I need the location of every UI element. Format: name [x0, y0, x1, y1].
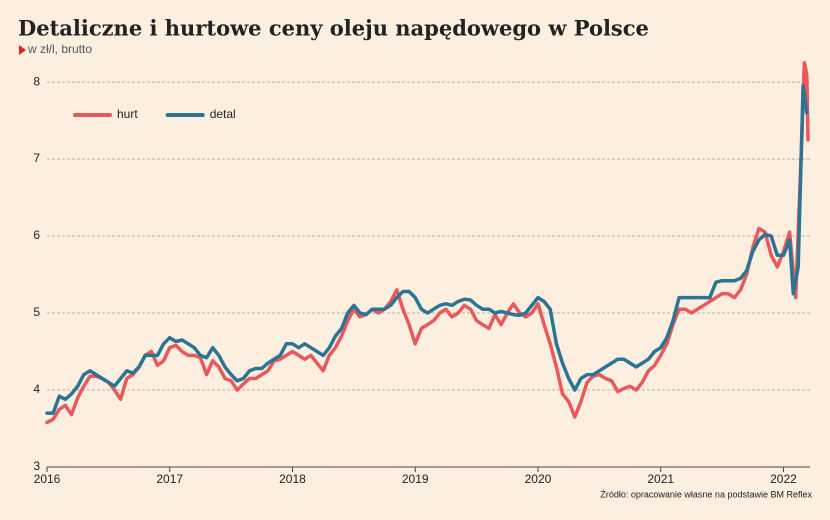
y-tick-label: 7: [33, 151, 40, 165]
x-tick-label: 2018: [279, 472, 306, 486]
y-tick-label: 3: [33, 459, 40, 473]
x-tick-label: 2017: [156, 472, 183, 486]
chart-title: Detaliczne i hurtowe ceny oleju napędowe…: [18, 16, 649, 41]
x-tick-label: 2022: [770, 472, 797, 486]
y-tick-label: 8: [33, 74, 40, 88]
legend-label: hurt: [117, 107, 138, 121]
source-note: Źródło: opracowanie własne na podstawie …: [600, 489, 812, 499]
legend-label: detal: [210, 107, 236, 121]
y-tick-label: 4: [33, 382, 40, 396]
y-tick-label: 5: [33, 305, 40, 319]
y-tick-label: 6: [33, 228, 40, 242]
x-tick-label: 2020: [525, 472, 552, 486]
line-series: [45, 84, 809, 415]
chart-subtitle: w zł/l, brutto: [27, 42, 92, 56]
x-tick-label: 2019: [402, 472, 429, 486]
x-tick-label: 2021: [647, 472, 674, 486]
line-series: [45, 61, 810, 425]
x-tick-label: 2016: [34, 472, 61, 486]
subtitle-marker: [19, 45, 26, 55]
